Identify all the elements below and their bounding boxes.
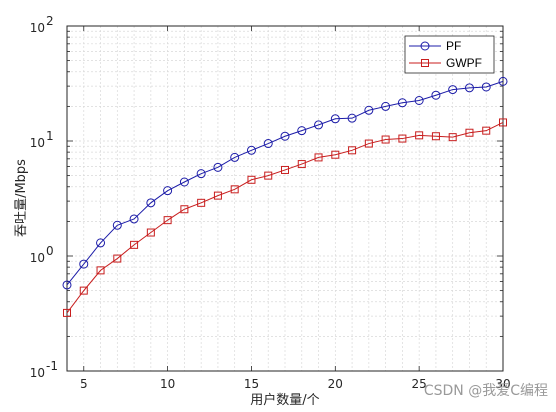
legend-label-gwpf: GWPF bbox=[446, 56, 482, 70]
data-point-gwpf bbox=[130, 240, 139, 249]
data-point-pf bbox=[481, 82, 491, 92]
data-point-gwpf bbox=[264, 171, 273, 180]
data-point-pf bbox=[79, 259, 89, 269]
data-point-pf bbox=[263, 139, 273, 149]
data-point-pf bbox=[364, 105, 374, 115]
legend-box bbox=[404, 35, 495, 74]
data-point-gwpf bbox=[230, 185, 239, 194]
data-point-gwpf bbox=[96, 266, 105, 275]
data-point-pf bbox=[397, 98, 407, 108]
series-layer bbox=[62, 76, 508, 317]
data-point-pf bbox=[464, 83, 474, 93]
data-point-gwpf bbox=[482, 126, 491, 135]
y-tick-label: 10 bbox=[30, 366, 45, 380]
data-point-gwpf bbox=[398, 134, 407, 143]
data-point-gwpf bbox=[197, 198, 206, 207]
x-tick-label: 15 bbox=[244, 377, 259, 391]
data-point-gwpf bbox=[314, 153, 323, 162]
data-point-gwpf bbox=[79, 286, 88, 295]
data-point-pf bbox=[196, 169, 206, 179]
y-tick-exponent: 2 bbox=[46, 14, 54, 28]
y-tick-label: 10 bbox=[30, 21, 45, 35]
data-point-pf bbox=[297, 126, 307, 136]
data-point-pf bbox=[381, 101, 391, 111]
data-point-pf bbox=[414, 95, 424, 105]
data-point-gwpf bbox=[381, 135, 390, 144]
legend-marker-gwpf bbox=[421, 59, 429, 67]
legend: PF GWPF bbox=[404, 35, 495, 74]
series-line-gwpf bbox=[66, 121, 504, 314]
data-point-pf bbox=[330, 114, 340, 124]
data-point-pf bbox=[213, 162, 223, 172]
data-point-pf bbox=[498, 76, 508, 86]
data-point-gwpf bbox=[163, 216, 172, 225]
data-point-gwpf bbox=[63, 308, 71, 317]
data-point-pf bbox=[347, 113, 357, 123]
data-point-gwpf bbox=[113, 254, 122, 263]
watermark: CSDN @我爱C编程 bbox=[424, 383, 548, 399]
y-tick-label: 10 bbox=[30, 136, 45, 150]
x-tick-label: 10 bbox=[160, 377, 175, 391]
x-axis-label: 用户数量/个 bbox=[250, 392, 319, 408]
data-point-gwpf bbox=[281, 165, 289, 174]
data-point-pf bbox=[62, 280, 72, 290]
x-tick-label: 20 bbox=[328, 377, 343, 391]
data-point-gwpf bbox=[448, 133, 457, 142]
data-point-gwpf bbox=[499, 118, 507, 127]
y-tick-exponent: 1 bbox=[46, 129, 54, 143]
data-point-gwpf bbox=[146, 228, 155, 237]
data-point-gwpf bbox=[465, 128, 474, 137]
y-tick-label: 10 bbox=[30, 251, 45, 265]
data-point-pf bbox=[129, 214, 139, 224]
data-point-gwpf bbox=[213, 191, 222, 200]
data-point-gwpf bbox=[415, 131, 424, 140]
legend-marker-pf bbox=[420, 41, 430, 51]
data-point-pf bbox=[96, 238, 106, 248]
x-tick-label: 5 bbox=[80, 377, 88, 391]
legend-label-pf: PF bbox=[446, 39, 461, 53]
data-point-pf bbox=[246, 145, 256, 155]
data-point-gwpf bbox=[180, 205, 189, 214]
y-axis-label: 吞吐量/Mbps bbox=[14, 159, 29, 237]
series-line-pf bbox=[66, 80, 504, 286]
data-point-gwpf bbox=[364, 139, 373, 148]
data-point-pf bbox=[280, 131, 290, 141]
data-point-gwpf bbox=[247, 175, 256, 184]
data-point-pf bbox=[230, 152, 240, 162]
y-tick-exponent: 0 bbox=[46, 244, 54, 258]
data-point-pf bbox=[112, 220, 122, 230]
data-point-gwpf bbox=[297, 160, 306, 169]
data-point-gwpf bbox=[348, 146, 357, 155]
data-point-pf bbox=[431, 90, 441, 100]
data-point-gwpf bbox=[431, 132, 440, 141]
data-point-pf bbox=[448, 85, 458, 95]
data-point-gwpf bbox=[331, 150, 340, 159]
x-tick-label: 30 bbox=[495, 377, 510, 391]
y-tick-exponent: -1 bbox=[46, 359, 58, 373]
data-point-pf bbox=[146, 198, 156, 208]
data-point-pf bbox=[314, 120, 324, 130]
data-point-pf bbox=[179, 177, 189, 187]
x-tick-label: 25 bbox=[412, 377, 427, 391]
plot-frame bbox=[66, 25, 504, 372]
data-point-pf bbox=[163, 186, 173, 196]
grid-lines bbox=[67, 26, 503, 371]
